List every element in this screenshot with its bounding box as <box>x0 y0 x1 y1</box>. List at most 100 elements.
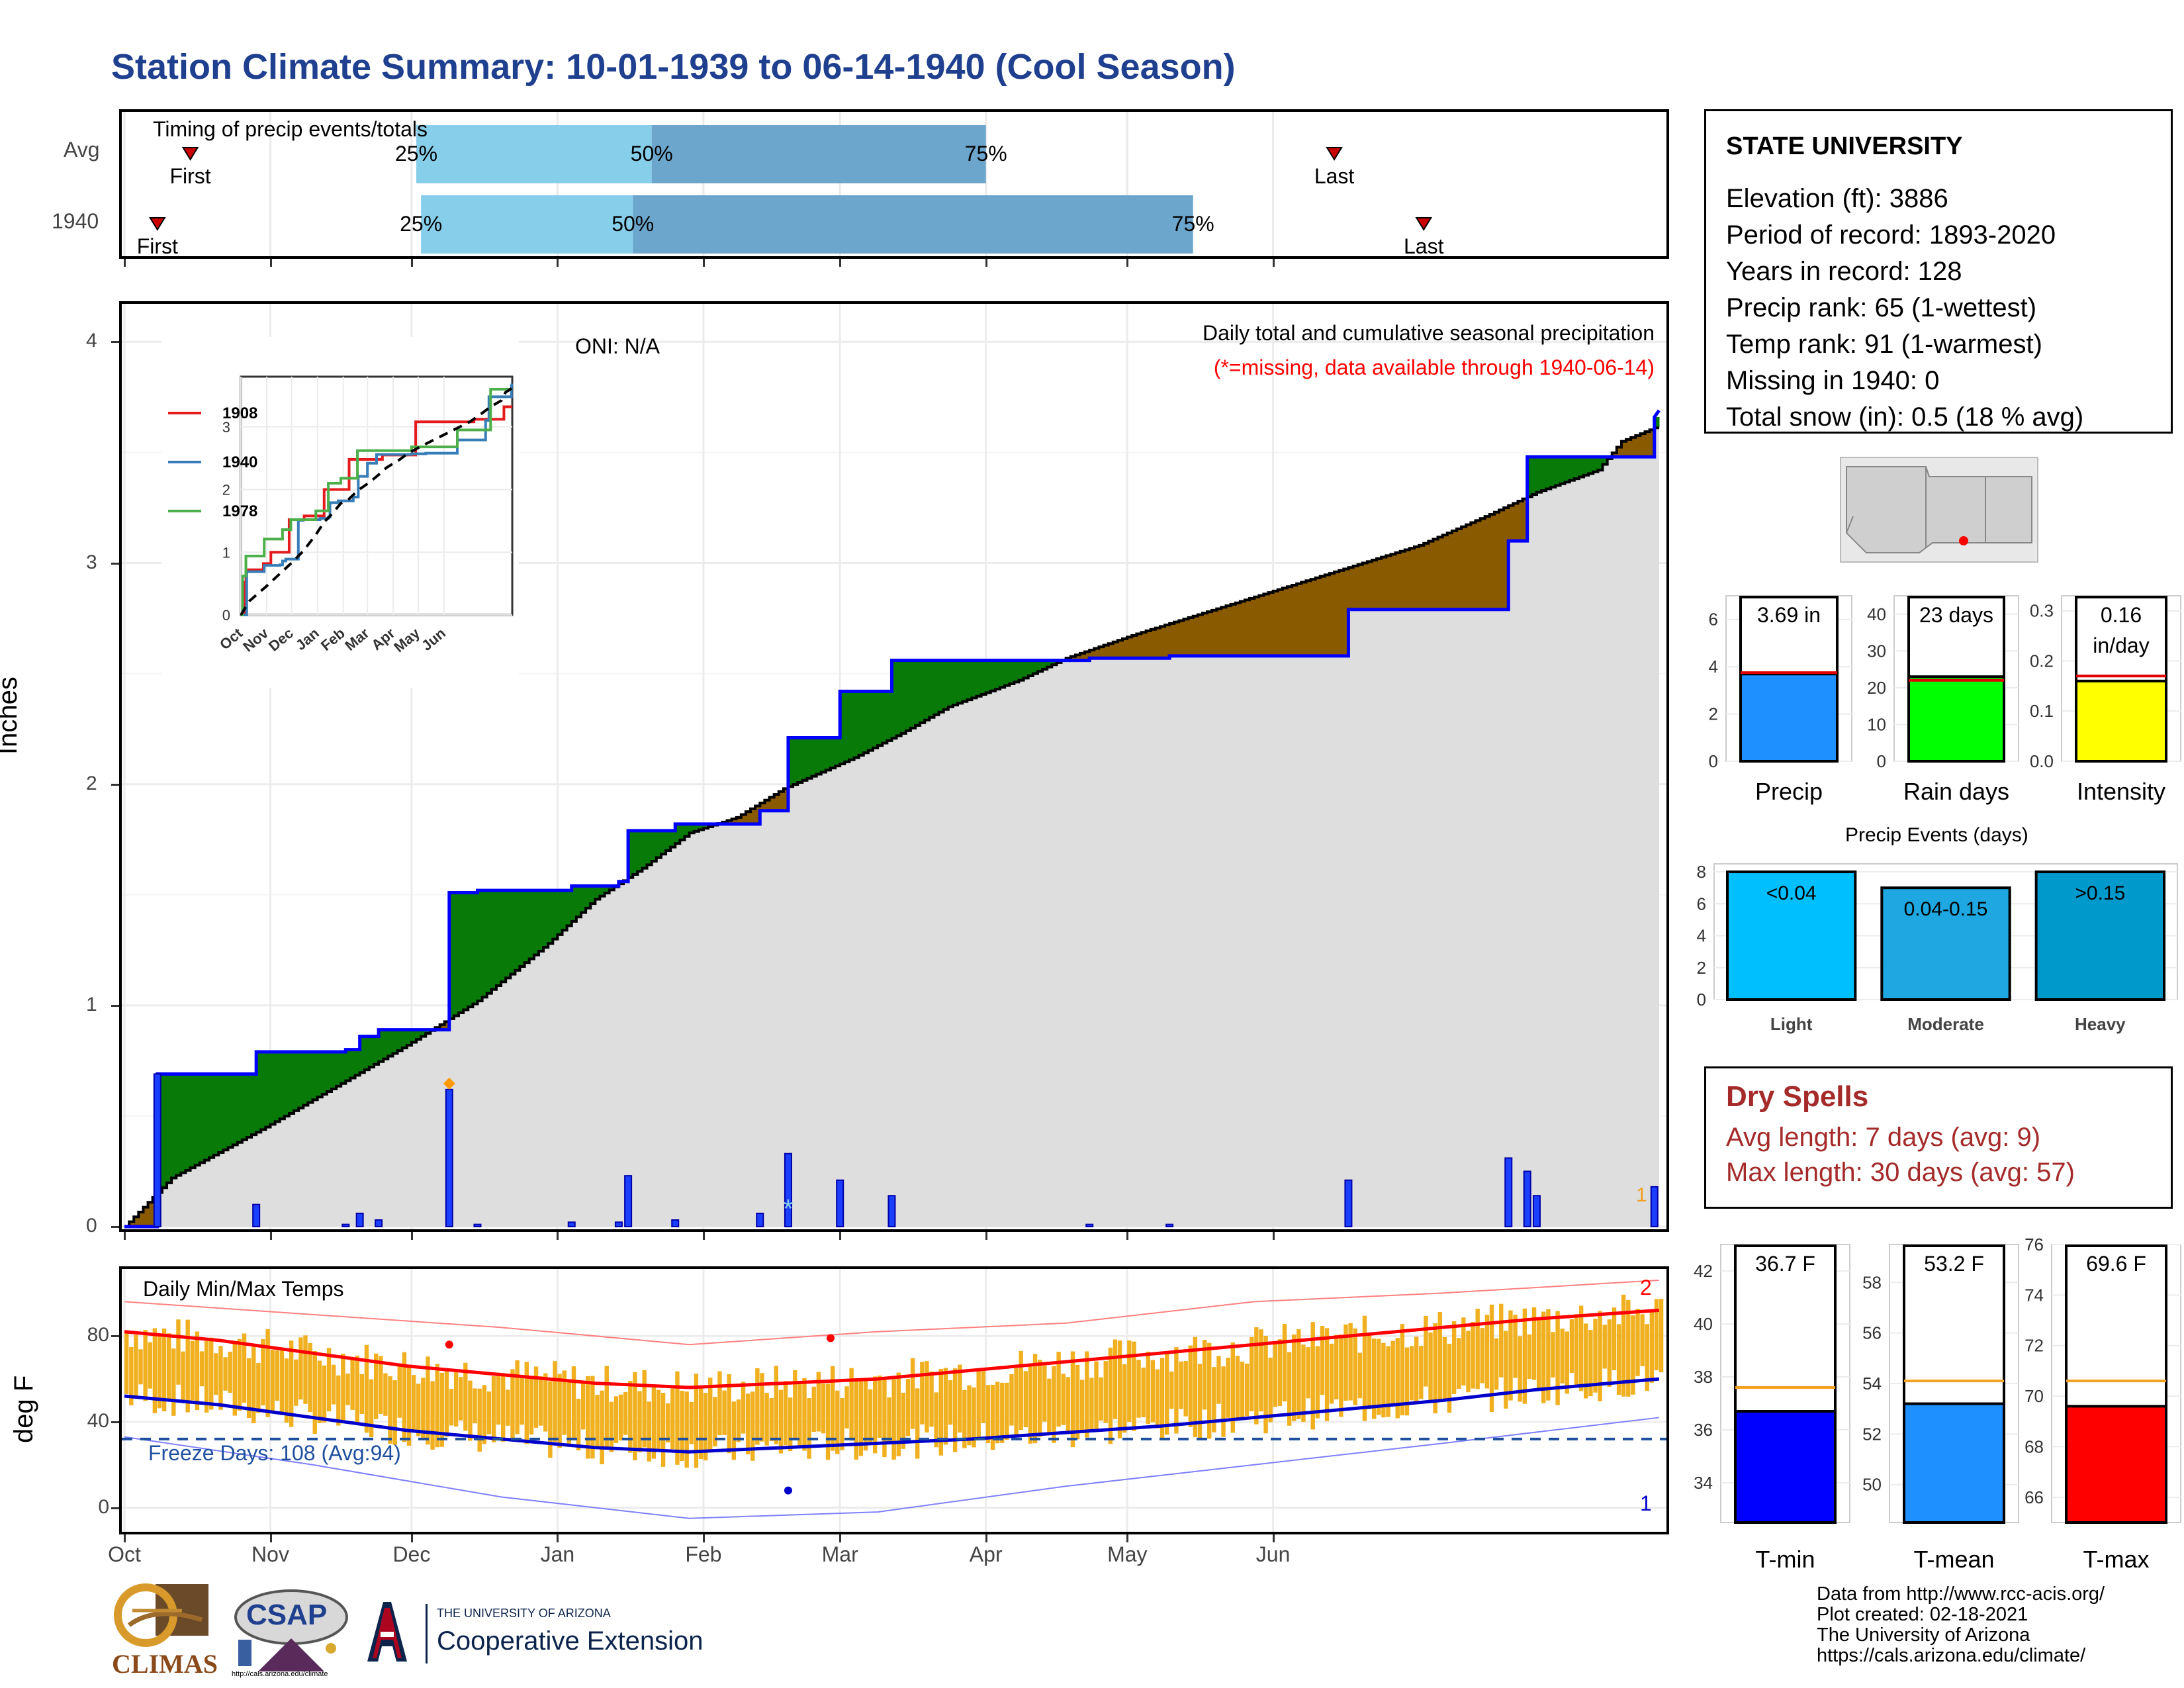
summary-ytick: 6 <box>1709 610 1718 630</box>
precip-anomaly-fill <box>863 691 869 753</box>
precip-ytick: 2 <box>86 772 97 794</box>
daily-temp-bar <box>473 1388 477 1424</box>
temp-ytick: 40 <box>87 1409 109 1432</box>
precip-anomaly-fill <box>134 1217 139 1227</box>
daily-temp-bar <box>1551 1332 1555 1378</box>
month-axis-label: Apr <box>969 1542 1003 1566</box>
precip-anomaly-fill <box>1315 577 1321 656</box>
summary-ytick: 0.3 <box>2030 601 2054 621</box>
precip-anomaly-fill <box>167 1074 172 1183</box>
precip-anomaly-fill <box>1447 533 1453 610</box>
daily-temp-bar <box>1127 1340 1132 1422</box>
station-snow: Total snow (in): 0.5 (18 % avg) <box>1726 402 2084 432</box>
precip-anomaly-fill <box>694 823 700 831</box>
daily-temp-bar <box>326 1348 332 1412</box>
daily-temp-bar <box>185 1319 190 1413</box>
daily-precip-bar <box>153 1073 161 1227</box>
daily-temp-bar <box>713 1397 717 1447</box>
precip-anomaly-fill <box>223 1074 229 1150</box>
summary-tmax-chart: 66 68 70 72 74 76 69.6 F T-max <box>2025 1235 2181 1573</box>
daily-temp-bar <box>1047 1378 1052 1434</box>
precip-anomaly-fill <box>778 791 784 811</box>
daily-temp-bar <box>1297 1329 1301 1419</box>
precip-anomaly-fill <box>265 1052 271 1127</box>
precip-anomaly-fill <box>171 1074 177 1178</box>
daily-temp-bar <box>138 1349 143 1385</box>
avg-cumulative-fill <box>124 428 1659 1227</box>
timing-q25-q50-bar <box>421 195 633 254</box>
precip-anomaly-fill <box>1160 626 1165 659</box>
events-title: Precip Events (days) <box>1845 824 2028 846</box>
daily-temp-bar <box>985 1385 991 1444</box>
precip-anomaly-fill <box>1127 637 1132 659</box>
precip-anomaly-fill <box>1381 557 1387 610</box>
precip-anomaly-fill <box>1513 503 1519 541</box>
daily-temp-bar <box>1381 1342 1386 1418</box>
daily-temp-bar <box>1240 1361 1245 1419</box>
daily-temp-bar <box>1023 1371 1028 1428</box>
csap-logo-graphic <box>234 1589 348 1671</box>
precip-anomaly-fill <box>463 892 469 1010</box>
precip-anomaly-fill <box>1273 590 1279 656</box>
precip-anomaly-fill <box>910 660 916 728</box>
daily-temp-bar <box>651 1386 657 1459</box>
daily-temp-bar <box>760 1373 764 1442</box>
precip-anomaly-fill <box>416 1029 422 1040</box>
precip-anomaly-fill <box>406 1029 412 1045</box>
precip-anomaly-fill <box>1226 606 1232 656</box>
precip-anomaly-fill <box>1541 457 1547 491</box>
events-ytick: 0 <box>1697 990 1706 1009</box>
tick-mark <box>269 259 272 267</box>
precip-anomaly-fill <box>1480 518 1486 610</box>
daily-temp-bar <box>981 1368 985 1423</box>
summary-category-label: T-min <box>1756 1546 1815 1573</box>
precip-anomaly-fill <box>383 1029 388 1059</box>
precip-anomaly-fill <box>976 660 982 696</box>
daily-temp-bar <box>821 1383 826 1434</box>
daily-temp-bar <box>891 1379 896 1460</box>
daily-temp-bar <box>486 1391 492 1434</box>
precip-anomaly-fill <box>1475 520 1481 610</box>
daily-temp-bar <box>1042 1365 1047 1422</box>
inset-month-label: Apr <box>368 624 398 653</box>
month-axis-label: Feb <box>685 1542 722 1566</box>
month-axis-label: Dec <box>392 1542 431 1566</box>
precip-ytick: 4 <box>86 330 97 352</box>
summary-ytick: 58 <box>1862 1272 1882 1292</box>
precip-panel: * Daily total and cumulative seasonal pr… <box>119 301 1669 1232</box>
daily-temp-bar <box>359 1374 365 1414</box>
daily-temp-bar <box>1230 1342 1235 1433</box>
daily-temp-bar <box>684 1391 689 1468</box>
daily-precip-bar <box>445 1088 453 1227</box>
daily-temp-bar <box>209 1337 214 1410</box>
daily-temp-bar <box>435 1364 439 1448</box>
freeze-label: Freeze Days: 108 (Avg:94) <box>148 1441 401 1465</box>
precip-anomaly-fill <box>1108 643 1114 659</box>
tick-mark <box>839 1232 842 1240</box>
precip-chart: * <box>122 304 1666 1229</box>
station-info-box: STATE UNIVERSITY Elevation (ft): 3886 Pe… <box>1704 109 2173 434</box>
precip-anomaly-fill <box>633 830 638 875</box>
timing-row-label-1940: 1940 <box>52 209 99 233</box>
daily-temp-bar <box>882 1378 887 1458</box>
precip-anomaly-fill <box>1235 602 1241 656</box>
precip-anomaly-fill <box>190 1074 196 1168</box>
daily-temp-bar <box>543 1373 548 1432</box>
summary-ytick: 38 <box>1694 1367 1713 1387</box>
precip-anomaly-fill <box>1179 620 1185 656</box>
tick-mark <box>557 259 559 267</box>
daily-temp-bar <box>1626 1299 1631 1397</box>
daily-temp-bar <box>1386 1346 1390 1417</box>
precip-anomaly-fill <box>1221 607 1227 656</box>
daily-temp-bar <box>237 1338 242 1411</box>
precip-anomaly-fill <box>1457 528 1462 610</box>
timing-row-label-avg: Avg <box>64 138 100 162</box>
precip-anomaly-fill <box>1626 439 1631 457</box>
daily-temp-bar <box>797 1382 802 1446</box>
daily-temp-bar <box>214 1353 218 1395</box>
summary-ytick: 68 <box>2025 1436 2044 1456</box>
precip-anomaly-fill <box>651 830 657 861</box>
precip-anomaly-fill <box>379 1029 384 1062</box>
daily-temp-bar <box>590 1376 595 1459</box>
daily-temp-bar <box>524 1362 529 1444</box>
